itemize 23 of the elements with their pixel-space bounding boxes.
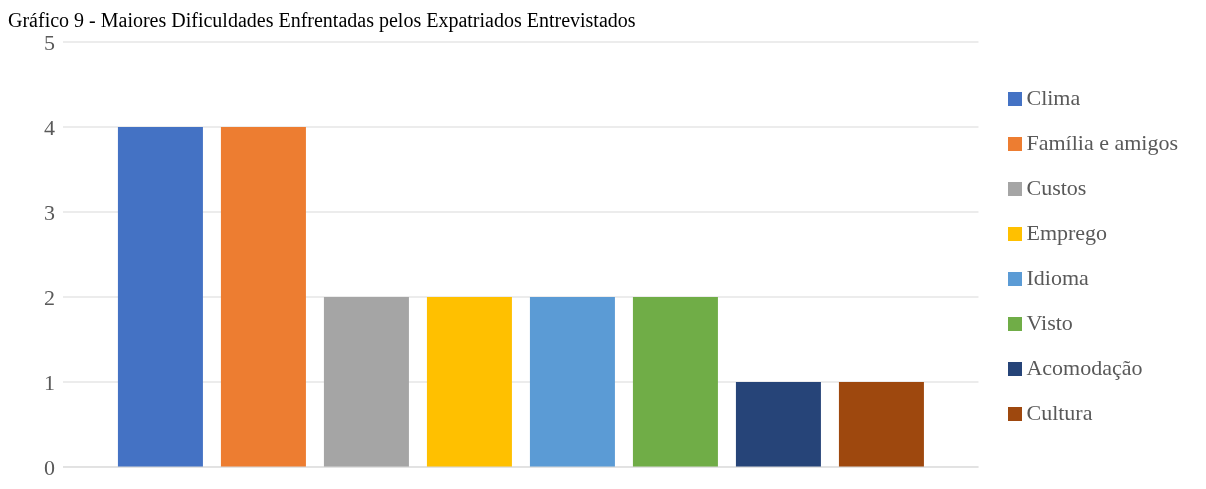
y-tick-label: 2 [44, 284, 55, 310]
legend-label: Idioma [1026, 264, 1089, 290]
bar [735, 382, 821, 467]
y-tick-label: 1 [44, 369, 55, 395]
chart-title: Gráfico 9 - Maiores Dificuldades Enfrentadas pelos Expatriados Entrevistados [8, 8, 637, 32]
y-tick-label: 4 [44, 114, 55, 140]
bar [220, 127, 306, 467]
legend-label: Clima [1026, 84, 1081, 110]
bar [838, 382, 924, 467]
bar [529, 297, 615, 467]
y-tick-label: 5 [44, 29, 55, 55]
bar [426, 297, 512, 467]
bar [632, 297, 718, 467]
y-tick-label: 0 [44, 454, 55, 480]
legend-label: Visto [1026, 309, 1073, 335]
legend-label: Cultura [1026, 399, 1093, 425]
legend-label: Família e amigos [1026, 129, 1178, 155]
bar [117, 127, 203, 467]
legend-label: Acomodação [1026, 354, 1143, 380]
legend-label: Emprego [1026, 219, 1108, 245]
bar [323, 297, 409, 467]
legend-label: Custos [1026, 174, 1087, 200]
y-tick-label: 3 [44, 199, 55, 225]
